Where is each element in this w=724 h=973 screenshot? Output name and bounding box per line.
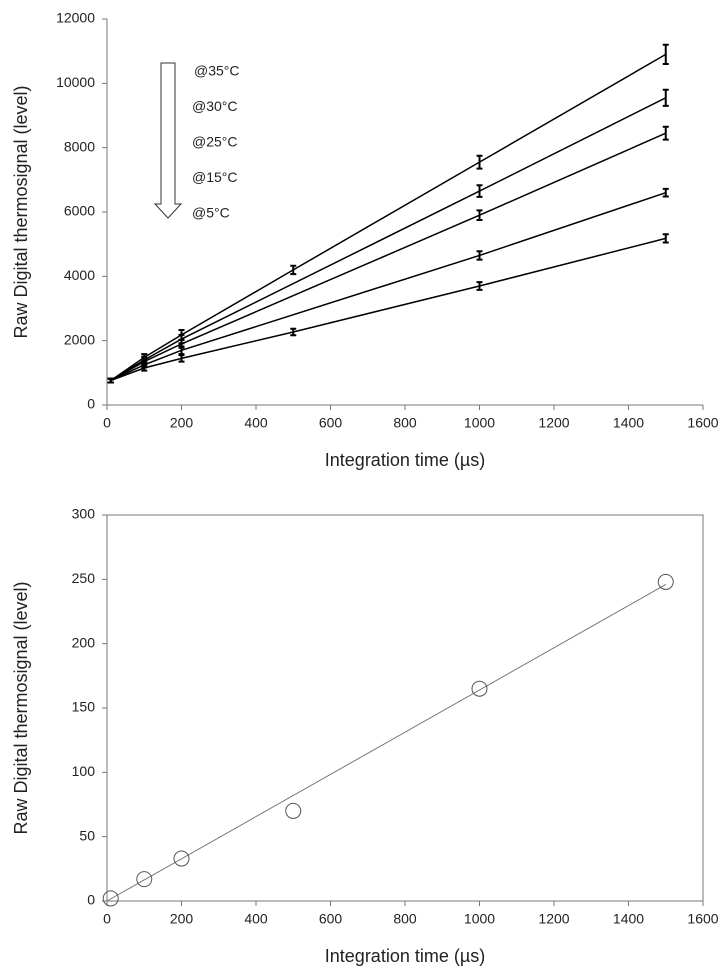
error-bar — [107, 377, 114, 384]
annotation: @25°C — [192, 134, 238, 150]
error-bar — [178, 354, 185, 363]
x-tick-label: 0 — [103, 911, 111, 927]
y-axis-title: Raw Digital thermosignal (level) — [11, 85, 31, 338]
error-bar — [476, 281, 483, 291]
temperature-arrow — [153, 62, 183, 219]
x-tick-label: 1400 — [613, 415, 644, 431]
trendline — [106, 584, 666, 902]
scatter-point — [471, 680, 488, 697]
error-bar — [290, 264, 297, 276]
error-bar — [476, 154, 483, 170]
x-tick-label: 600 — [319, 415, 343, 431]
y-tick-label: 4000 — [64, 267, 95, 283]
x-tick-label: 600 — [319, 911, 343, 927]
y-tick-label: 150 — [72, 699, 96, 715]
scatter-point — [657, 573, 674, 590]
x-axis-title: Integration time (µs) — [325, 450, 485, 470]
annotation: @5°C — [192, 205, 230, 221]
y-tick-label: 250 — [72, 570, 96, 586]
x-tick-label: 0 — [103, 415, 111, 431]
y-tick-label: 100 — [72, 763, 96, 779]
series-line — [110, 237, 666, 382]
error-bar — [476, 209, 483, 222]
x-tick-label: 400 — [244, 415, 268, 431]
error-bar — [476, 250, 483, 261]
x-tick-label: 800 — [393, 415, 417, 431]
y-tick-label: 2000 — [64, 331, 95, 347]
scatter-point — [173, 850, 190, 867]
scatter-point — [285, 802, 302, 819]
annotation: @30°C — [192, 98, 238, 114]
y-tick-label: 6000 — [64, 203, 95, 219]
error-bar — [290, 327, 297, 337]
y-tick-label: 50 — [79, 827, 95, 843]
x-tick-label: 200 — [170, 415, 194, 431]
y-axis-title: Raw Digital thermosignal (level) — [11, 581, 31, 834]
x-tick-label: 400 — [244, 911, 268, 927]
annotation: @35°C — [194, 63, 240, 79]
x-tick-label: 1400 — [613, 911, 644, 927]
x-tick-label: 1200 — [538, 911, 569, 927]
x-tick-label: 1200 — [538, 415, 569, 431]
y-tick-label: 10000 — [56, 74, 95, 90]
plot-frame — [106, 514, 704, 902]
y-tick-label: 0 — [87, 396, 95, 412]
error-bar — [662, 125, 669, 141]
error-bar — [662, 43, 669, 66]
error-bar — [662, 88, 669, 107]
x-tick-label: 1000 — [464, 911, 495, 927]
x-tick-label: 1600 — [687, 415, 718, 431]
y-tick-label: 8000 — [64, 138, 95, 154]
series-line — [110, 53, 667, 382]
annotation: @15°C — [192, 169, 238, 185]
x-tick-label: 800 — [393, 911, 417, 927]
error-bar — [141, 364, 148, 372]
y-tick-label: 12000 — [56, 10, 95, 26]
y-tick-label: 0 — [87, 892, 95, 908]
x-tick-label: 200 — [170, 911, 194, 927]
y-tick-label: 200 — [72, 634, 96, 650]
x-tick-label: 1600 — [687, 911, 718, 927]
y-tick-label: 300 — [72, 506, 96, 522]
scatter-point — [136, 871, 153, 888]
scatter-point — [102, 890, 119, 907]
x-axis-title: Integration time (µs) — [325, 946, 485, 966]
error-bar — [662, 187, 669, 198]
error-bar — [476, 184, 483, 198]
series-line — [110, 191, 666, 382]
error-bar — [662, 233, 669, 244]
x-tick-label: 1000 — [464, 415, 495, 431]
